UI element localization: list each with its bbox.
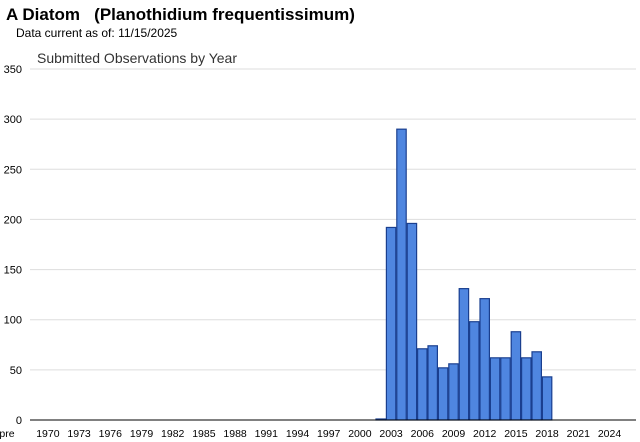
y-tick-label: 150 — [4, 265, 22, 277]
species-title: A Diatom (Planothidium frequentissimum) — [6, 5, 355, 25]
x-tick-label: 1976 — [99, 428, 123, 440]
species-common-name: A Diatom — [6, 5, 80, 24]
bar — [510, 331, 522, 421]
y-tick-label: 250 — [4, 164, 22, 176]
data-current-date: 11/15/2025 — [118, 26, 178, 40]
x-tick-label: 1988 — [223, 428, 247, 440]
x-tick-label: 1991 — [255, 428, 279, 440]
bar — [541, 376, 553, 421]
x-tick-label: 2000 — [348, 428, 372, 440]
bar — [520, 357, 532, 421]
x-tick-label: pre — [0, 428, 15, 440]
x-tick-label: 1997 — [317, 428, 341, 440]
bar — [385, 226, 397, 421]
chart-title: Submitted Observations by Year — [37, 50, 237, 66]
x-tick-label: 1970 — [36, 428, 60, 440]
x-tick-label: 2015 — [504, 428, 528, 440]
x-tick-label: 1994 — [286, 428, 310, 440]
y-tick-label: 0 — [16, 415, 22, 427]
x-tick-label: 2024 — [598, 428, 622, 440]
x-tick-label: 2009 — [442, 428, 466, 440]
y-tick-label: 100 — [4, 315, 22, 327]
y-tick-label: 350 — [4, 64, 22, 76]
x-tick-label: 1982 — [161, 428, 185, 440]
bar — [437, 367, 449, 421]
bar — [406, 222, 418, 421]
bar — [448, 363, 459, 421]
x-tick-label: 1979 — [130, 428, 154, 440]
x-tick-label: 2003 — [379, 428, 403, 440]
bar — [427, 345, 438, 421]
x-tick-label: 1985 — [192, 428, 216, 440]
species-scientific-name: (Planothidium frequentissimum) — [94, 5, 355, 24]
y-tick-label: 200 — [4, 214, 22, 226]
bar — [500, 357, 511, 421]
x-tick-label: 1973 — [67, 428, 91, 440]
bar — [469, 321, 480, 421]
bar — [479, 298, 490, 421]
x-tick-label: 2018 — [535, 428, 559, 440]
bar — [458, 288, 470, 421]
x-tick-label: 2021 — [567, 428, 591, 440]
x-tick-label: 2006 — [411, 428, 435, 440]
bar — [531, 351, 542, 421]
data-current-label: Data current as of: — [16, 26, 115, 40]
y-tick-label: 300 — [4, 114, 22, 126]
x-tick-label: 2012 — [473, 428, 497, 440]
bar — [489, 357, 501, 421]
y-tick-label: 50 — [10, 365, 22, 377]
bar — [396, 128, 407, 421]
bar — [417, 348, 428, 421]
data-current-note: Data current as of: 11/15/2025 — [16, 26, 177, 40]
